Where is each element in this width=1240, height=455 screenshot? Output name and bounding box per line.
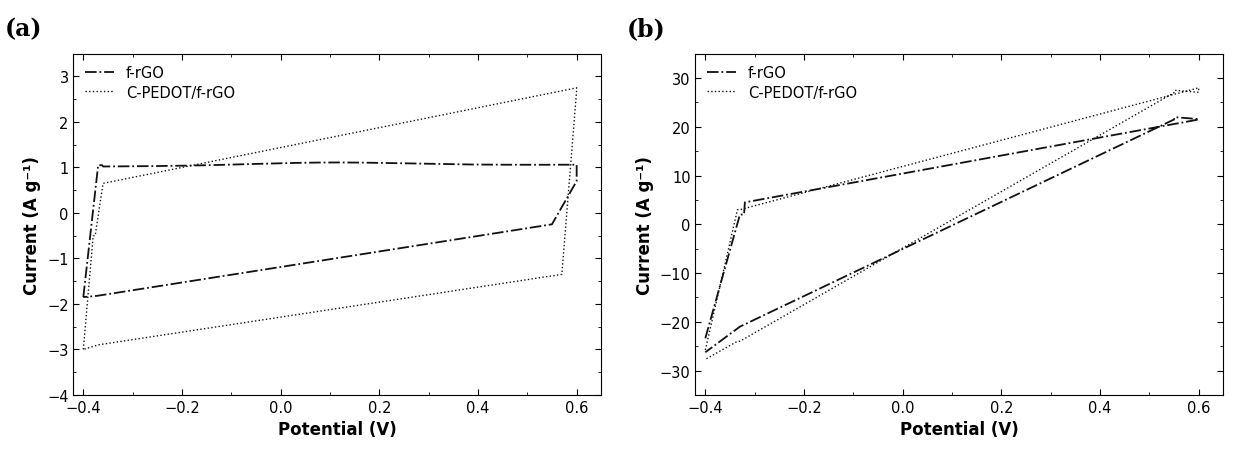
X-axis label: Potential (V): Potential (V) — [278, 420, 397, 438]
f-rGO — [698, 350, 713, 355]
f-rGO — [1145, 128, 1159, 133]
C-PEDOT/f-rGO — [698, 348, 713, 353]
C-PEDOT/f-rGO — [698, 357, 713, 362]
C-PEDOT/f-rGO — [1166, 91, 1180, 97]
C-PEDOT/f-rGO — [828, 182, 843, 187]
f-rGO — [864, 177, 879, 182]
C-PEDOT/f-rGO — [1030, 128, 1045, 134]
C-PEDOT/f-rGO — [1126, 103, 1141, 109]
f-rGO — [476, 162, 491, 168]
C-PEDOT/f-rGO — [1145, 103, 1159, 108]
f-rGO — [828, 183, 843, 189]
f-rGO — [1167, 115, 1182, 121]
Text: (b): (b) — [627, 17, 666, 41]
f-rGO — [76, 295, 91, 300]
f-rGO — [384, 247, 399, 253]
Y-axis label: Current (A g⁻¹): Current (A g⁻¹) — [636, 156, 653, 294]
f-rGO — [1126, 129, 1141, 135]
C-PEDOT/f-rGO — [475, 105, 490, 110]
f-rGO — [293, 262, 308, 267]
Legend: f-rGO, C-PEDOT/f-rGO: f-rGO, C-PEDOT/f-rGO — [703, 62, 862, 105]
C-PEDOT/f-rGO — [293, 312, 308, 317]
Text: (a): (a) — [5, 17, 42, 41]
C-PEDOT/f-rGO — [76, 347, 91, 352]
f-rGO — [1166, 118, 1180, 123]
C-PEDOT/f-rGO — [274, 314, 289, 320]
Line: f-rGO: f-rGO — [83, 163, 577, 298]
Legend: f-rGO, C-PEDOT/f-rGO: f-rGO, C-PEDOT/f-rGO — [81, 62, 239, 105]
C-PEDOT/f-rGO — [511, 98, 526, 103]
f-rGO — [1030, 147, 1045, 152]
C-PEDOT/f-rGO — [569, 86, 584, 91]
C-PEDOT/f-rGO — [76, 347, 91, 352]
f-rGO — [177, 164, 192, 169]
f-rGO — [330, 160, 345, 166]
Y-axis label: Current (A g⁻¹): Current (A g⁻¹) — [24, 156, 41, 294]
Line: f-rGO: f-rGO — [706, 118, 1199, 353]
Line: C-PEDOT/f-rGO: C-PEDOT/f-rGO — [706, 89, 1199, 359]
C-PEDOT/f-rGO — [1192, 86, 1207, 91]
Line: C-PEDOT/f-rGO: C-PEDOT/f-rGO — [83, 89, 577, 349]
X-axis label: Potential (V): Potential (V) — [900, 420, 1019, 438]
C-PEDOT/f-rGO — [384, 298, 399, 303]
f-rGO — [512, 163, 527, 168]
C-PEDOT/f-rGO — [177, 165, 192, 170]
C-PEDOT/f-rGO — [864, 172, 879, 178]
f-rGO — [274, 264, 289, 270]
f-rGO — [76, 295, 91, 300]
f-rGO — [698, 336, 713, 341]
